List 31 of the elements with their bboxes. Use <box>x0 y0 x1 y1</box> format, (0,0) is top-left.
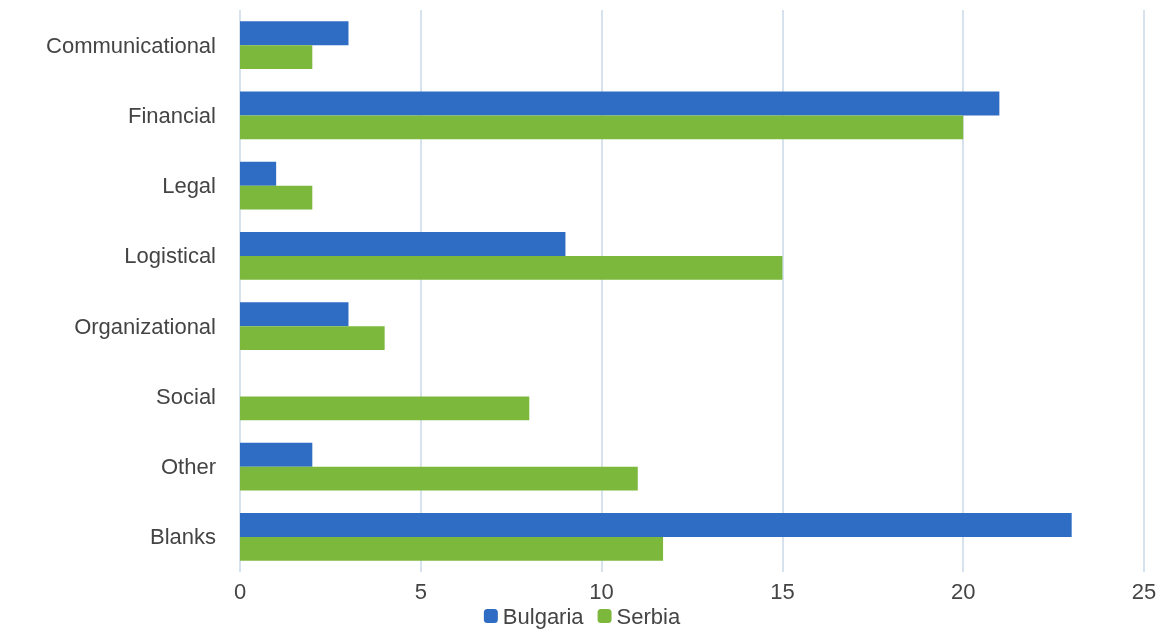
y-tick-label: Organizational <box>74 313 216 339</box>
bar <box>240 45 313 70</box>
x-tick-label: 0 <box>233 578 247 604</box>
bar <box>240 396 530 421</box>
y-tick-label: Blanks <box>149 524 216 550</box>
y-tick-label: Social <box>156 383 216 409</box>
bar <box>240 231 566 256</box>
y-tick-label: Communicational <box>46 32 216 58</box>
legend-label: Serbia <box>616 603 681 629</box>
y-tick-label: Legal <box>162 173 216 199</box>
bar <box>240 536 664 561</box>
bar <box>240 115 964 140</box>
x-tick-label: 25 <box>1131 578 1157 604</box>
bar <box>240 326 385 351</box>
y-tick-label: Other <box>160 454 216 480</box>
legend-label: Bulgaria <box>502 603 585 629</box>
bar <box>240 442 313 467</box>
bar <box>240 255 783 280</box>
bar <box>240 91 1000 116</box>
x-tick-label: 15 <box>770 578 795 604</box>
x-tick-label: 5 <box>414 578 427 604</box>
bar <box>240 21 349 46</box>
bar <box>240 161 277 186</box>
bar <box>240 512 1072 537</box>
bar <box>240 466 638 491</box>
bar <box>240 302 349 327</box>
x-tick-label: 10 <box>589 578 614 604</box>
x-tick-label: 20 <box>950 578 976 604</box>
y-tick-label: Financial <box>127 102 216 128</box>
bar <box>240 185 313 210</box>
y-tick-label: Logistical <box>124 243 216 269</box>
